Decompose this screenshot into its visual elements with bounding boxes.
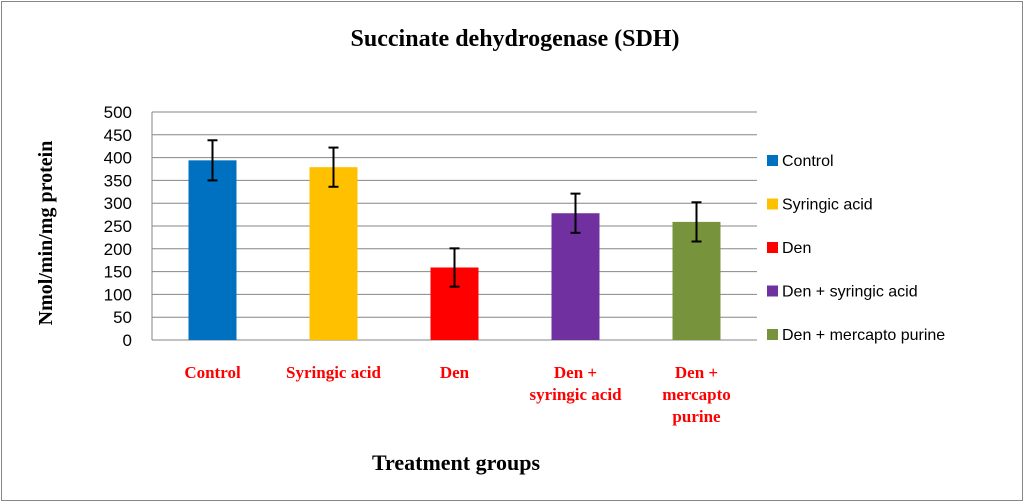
y-tick-label: 200	[104, 240, 132, 259]
y-axis-label: Nmol/min/mg protein	[35, 141, 57, 326]
legend-swatch	[767, 155, 778, 166]
y-tick-label: 250	[104, 217, 132, 236]
legend-label: Control	[782, 153, 834, 170]
category-label: Syringic acid	[286, 363, 381, 382]
y-tick-label: 150	[104, 263, 132, 282]
y-tick-label: 300	[104, 194, 132, 213]
legend-swatch	[767, 285, 778, 297]
chart-title: Succinate dehydrogenase (SDH)	[351, 26, 680, 52]
bar-1	[309, 167, 358, 340]
y-tick-label: 0	[123, 331, 132, 350]
category-label: Control	[184, 363, 241, 382]
y-tick-label: 400	[104, 149, 132, 168]
y-tick-label: 50	[113, 308, 132, 327]
y-tick-label: 450	[104, 126, 132, 145]
category-label: purine	[672, 407, 721, 426]
category-label: syringic acid	[529, 385, 622, 404]
legend-swatch	[767, 329, 778, 340]
legend-label: Den + syringic acid	[782, 284, 918, 301]
legend-swatch	[767, 198, 778, 210]
category-label: mercapto	[662, 385, 731, 404]
y-tick-label: 350	[104, 171, 132, 190]
x-axis-label: Treatment groups	[372, 450, 540, 475]
legend-swatch	[767, 242, 778, 253]
y-tick-label: 100	[104, 285, 132, 304]
legend-label: Den + mercapto purine	[782, 327, 945, 344]
legend-label: Den	[782, 240, 811, 257]
category-label: Den +	[675, 363, 718, 382]
bar-0	[188, 160, 237, 340]
bar-3	[551, 213, 600, 340]
y-tick-label: 500	[104, 103, 132, 122]
legend-label: Syringic acid	[782, 197, 873, 214]
category-label: Den	[440, 363, 470, 382]
category-label: Den +	[554, 363, 597, 382]
